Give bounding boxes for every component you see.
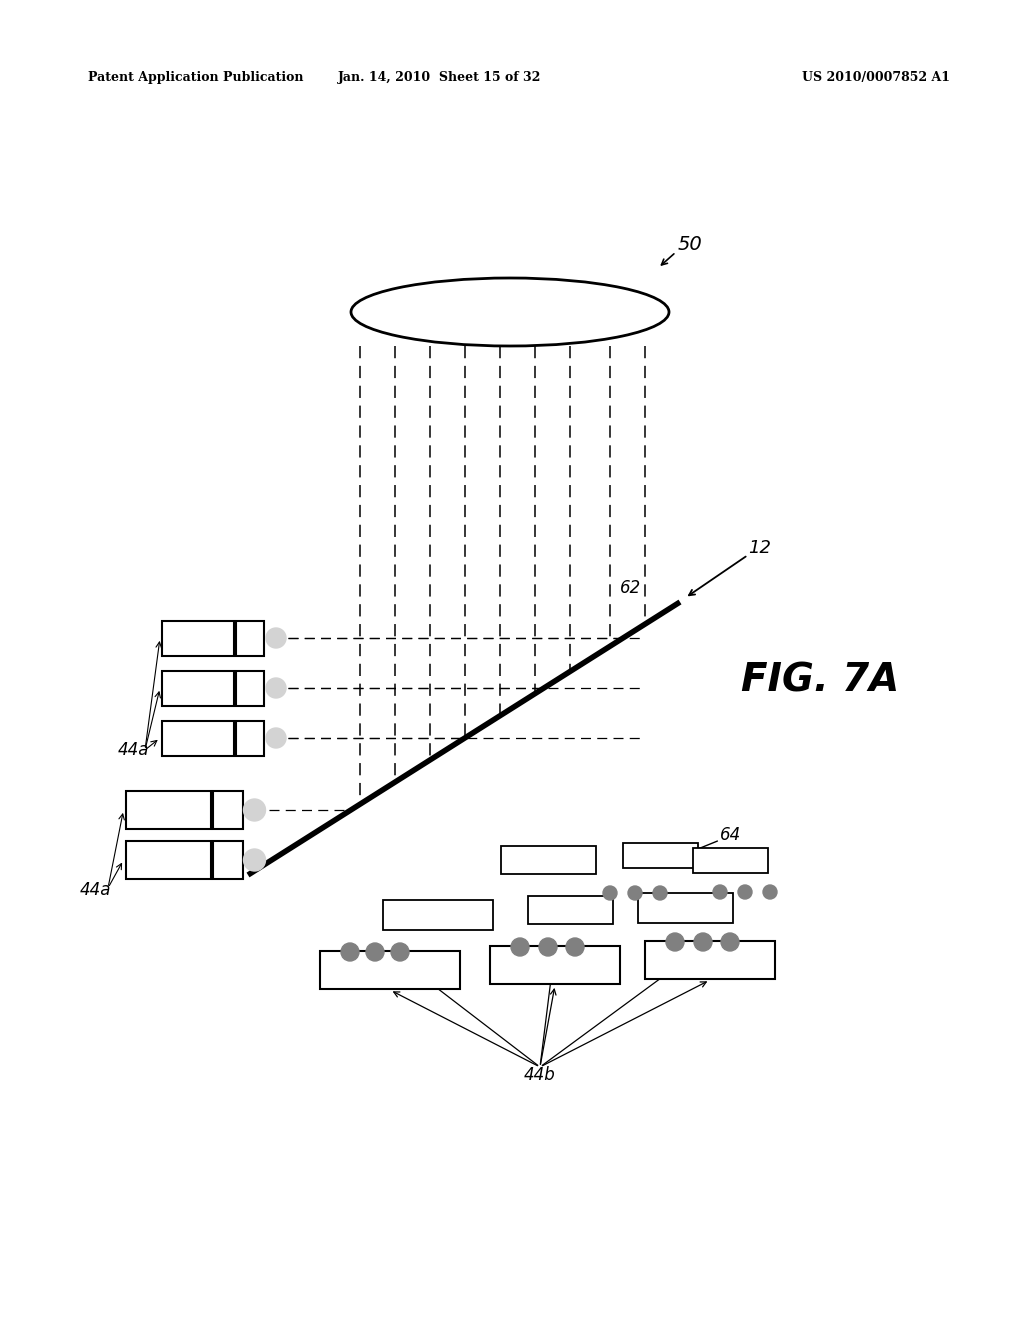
Text: 64: 64 <box>720 826 741 843</box>
Circle shape <box>266 729 286 748</box>
Bar <box>527 896 612 924</box>
Text: 44b: 44b <box>524 1067 556 1084</box>
Bar <box>213 841 243 879</box>
Bar <box>501 846 596 874</box>
Bar <box>162 721 234 755</box>
Bar <box>383 900 493 931</box>
Circle shape <box>603 886 617 900</box>
Bar <box>623 842 697 867</box>
Circle shape <box>341 942 359 961</box>
Text: Patent Application Publication: Patent Application Publication <box>88 71 303 84</box>
Bar <box>126 791 211 829</box>
Text: 50: 50 <box>678 235 702 255</box>
Bar <box>213 791 243 829</box>
Text: 44a: 44a <box>80 880 112 899</box>
Circle shape <box>539 939 557 956</box>
Text: 44a: 44a <box>118 741 150 759</box>
Bar <box>638 894 732 923</box>
Bar <box>162 620 234 656</box>
Bar <box>126 841 211 879</box>
Text: FIG. 7A: FIG. 7A <box>741 661 899 700</box>
Circle shape <box>266 628 286 648</box>
Circle shape <box>391 942 409 961</box>
Bar <box>236 620 264 656</box>
Bar <box>645 941 775 979</box>
Circle shape <box>511 939 529 956</box>
Circle shape <box>653 886 667 900</box>
Circle shape <box>738 884 752 899</box>
Bar <box>236 721 264 755</box>
Text: Jan. 14, 2010  Sheet 15 of 32: Jan. 14, 2010 Sheet 15 of 32 <box>338 71 542 84</box>
Text: US 2010/0007852 A1: US 2010/0007852 A1 <box>802 71 950 84</box>
Circle shape <box>244 799 265 821</box>
Text: 12: 12 <box>748 539 771 557</box>
Circle shape <box>694 933 712 950</box>
Circle shape <box>763 884 777 899</box>
Circle shape <box>266 678 286 698</box>
Circle shape <box>628 886 642 900</box>
Bar <box>319 950 460 989</box>
Bar <box>236 671 264 705</box>
Circle shape <box>721 933 739 950</box>
Bar <box>692 847 768 873</box>
Circle shape <box>713 884 727 899</box>
Circle shape <box>666 933 684 950</box>
Text: 62: 62 <box>620 579 641 597</box>
Circle shape <box>244 849 265 871</box>
Circle shape <box>366 942 384 961</box>
Circle shape <box>566 939 584 956</box>
Bar <box>490 946 620 983</box>
Bar <box>162 671 234 705</box>
